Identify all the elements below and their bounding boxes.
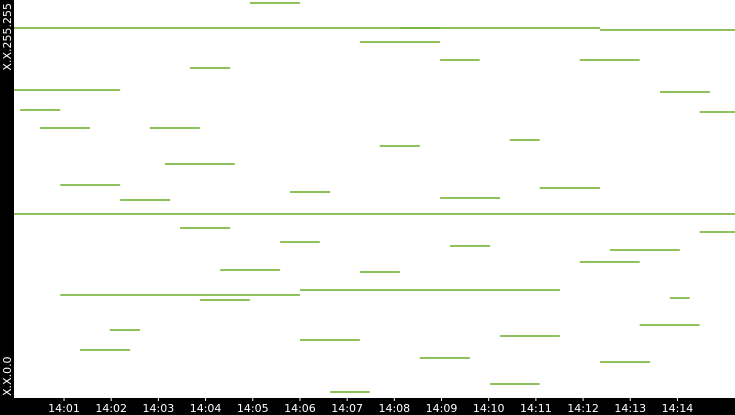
x-axis-bar	[0, 398, 735, 415]
x-tick-label: 14:12	[567, 402, 599, 415]
x-tick-label: 14:13	[614, 402, 646, 415]
x-tick-label: 14:02	[95, 402, 127, 415]
x-tick-label: 14:14	[662, 402, 694, 415]
x-tick-label: 14:08	[378, 402, 410, 415]
x-tick-label: 14:01	[48, 402, 80, 415]
x-tick-label: 14:09	[426, 402, 458, 415]
x-tick-label: 14:03	[143, 402, 175, 415]
x-tick-label: 14:06	[284, 402, 316, 415]
x-tick-label: 14:07	[331, 402, 363, 415]
y-tick-label: X.X.0.0	[1, 356, 14, 396]
y-tick-label: X.X.255.255	[1, 3, 14, 71]
y-axis-bar	[0, 0, 14, 415]
x-tick-label: 14:04	[190, 402, 222, 415]
x-tick-label: 14:11	[520, 402, 552, 415]
x-tick-label: 14:05	[237, 402, 269, 415]
x-tick-label: 14:10	[473, 402, 505, 415]
